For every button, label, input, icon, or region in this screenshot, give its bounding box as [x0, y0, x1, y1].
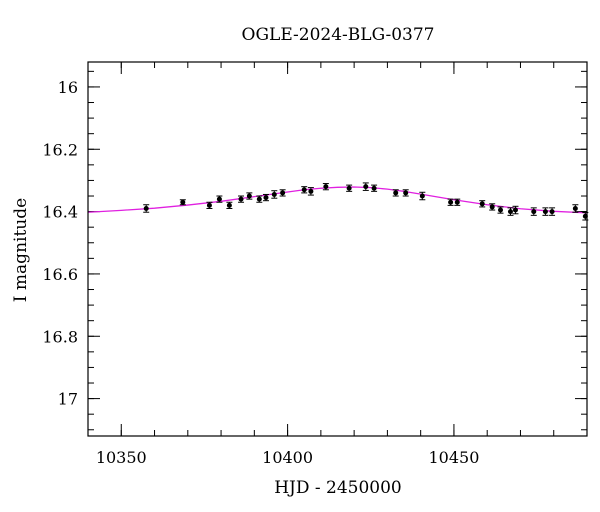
- data-point: [279, 189, 286, 197]
- point-marker: [346, 185, 352, 191]
- point-marker: [206, 202, 212, 208]
- point-marker: [489, 204, 495, 210]
- point-marker: [419, 193, 425, 199]
- point-marker: [308, 188, 314, 194]
- data-point: [322, 183, 329, 191]
- data-point: [512, 205, 519, 215]
- point-marker: [531, 209, 537, 215]
- data-point: [507, 207, 514, 216]
- point-marker: [448, 199, 454, 205]
- chart-title: OGLE-2024-BLG-0377: [242, 25, 435, 45]
- point-marker: [498, 207, 504, 213]
- data-point: [489, 203, 496, 211]
- point-marker: [180, 199, 186, 205]
- data-point: [216, 195, 223, 203]
- point-marker: [246, 193, 252, 199]
- data-point: [246, 192, 253, 200]
- point-marker: [263, 195, 269, 201]
- data-point: [530, 207, 537, 216]
- data-point: [226, 201, 233, 209]
- point-marker: [549, 209, 555, 215]
- data-point: [497, 206, 504, 214]
- plot-frame: [87, 61, 588, 437]
- point-marker: [393, 190, 399, 196]
- point-marker: [363, 184, 369, 190]
- y-tick-label: 16: [58, 78, 78, 97]
- point-marker: [280, 190, 286, 196]
- point-marker: [371, 185, 377, 191]
- point-marker: [403, 190, 409, 196]
- x-tick-label: 10350: [96, 448, 147, 467]
- data-point: [371, 184, 378, 192]
- y-tick-label: 16.6: [42, 265, 78, 284]
- data-point: [346, 184, 353, 192]
- point-marker: [507, 209, 513, 215]
- data-point: [542, 207, 549, 216]
- y-tick-label: 16.4: [42, 203, 78, 222]
- data-point: [549, 207, 556, 216]
- tick-labels: 10350 10400 10450 16 16.2 16.4 16.6 16.8 17: [42, 78, 479, 467]
- point-marker: [256, 196, 262, 202]
- data-point: [362, 182, 369, 191]
- data-point: [238, 195, 245, 203]
- data-point: [479, 200, 486, 208]
- point-marker: [301, 187, 307, 193]
- point-marker: [512, 207, 518, 213]
- data-point: [572, 204, 579, 213]
- data-points: [143, 182, 589, 221]
- point-marker: [479, 201, 485, 207]
- y-tick-label: 16.2: [42, 140, 78, 159]
- point-marker: [323, 184, 329, 190]
- point-marker: [143, 205, 149, 211]
- model-curve: [87, 186, 588, 214]
- data-point: [179, 199, 186, 206]
- data-point: [419, 191, 426, 201]
- point-marker: [226, 202, 232, 208]
- point-marker: [542, 209, 548, 215]
- point-marker: [271, 191, 277, 197]
- minor-ticks: [87, 62, 588, 436]
- data-point: [301, 186, 308, 194]
- major-ticks: [88, 62, 587, 436]
- data-point: [143, 204, 150, 213]
- point-marker: [454, 199, 460, 205]
- y-axis-label: I magnitude: [11, 198, 31, 302]
- point-marker: [572, 205, 578, 211]
- data-point: [454, 198, 461, 206]
- data-point: [392, 189, 399, 197]
- x-tick-label: 10450: [428, 448, 479, 467]
- point-marker: [216, 196, 222, 202]
- point-marker: [238, 196, 244, 202]
- data-point: [307, 187, 314, 196]
- data-point: [447, 198, 454, 206]
- data-point: [402, 189, 409, 197]
- data-point: [256, 195, 263, 203]
- data-point: [206, 201, 213, 209]
- y-tick-label: 17: [58, 390, 78, 409]
- data-point: [262, 193, 269, 202]
- x-tick-label: 10400: [262, 448, 313, 467]
- x-axis-label: HJD - 2450000: [274, 478, 402, 498]
- y-tick-label: 16.8: [42, 327, 78, 346]
- data-point: [271, 190, 278, 199]
